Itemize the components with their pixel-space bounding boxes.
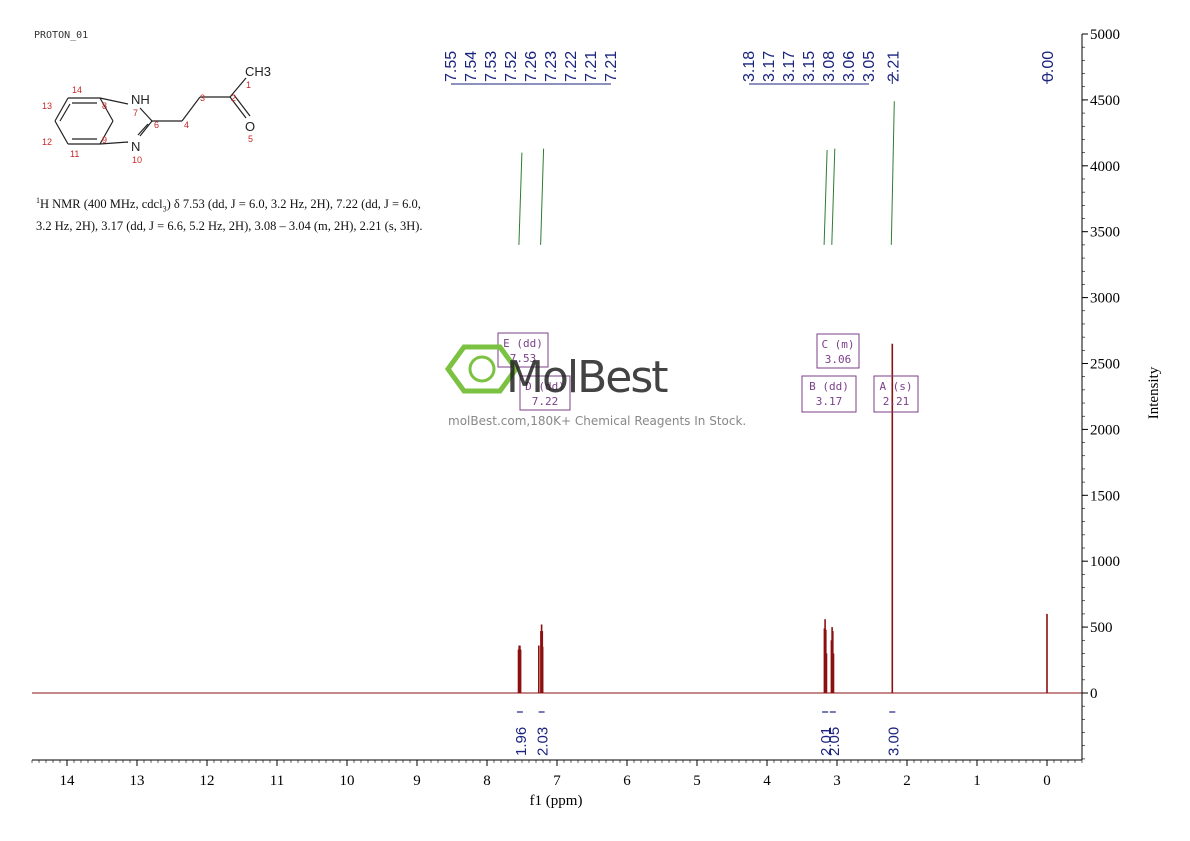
peak-label: 7.54 (463, 51, 480, 82)
atom-num-1: 1 (246, 80, 251, 90)
multiplet-box-C (816, 333, 860, 369)
peak-label: 0.00 (1040, 51, 1057, 82)
atom-num-8: 8 (102, 101, 107, 111)
x-tick-label-14: 14 (60, 773, 76, 789)
peak-label: 7.52 (503, 51, 520, 82)
atom-num-14: 14 (72, 85, 82, 95)
x-axis-label: f1 (ppm) (530, 793, 583, 809)
x-tick-label-13: 13 (130, 773, 145, 789)
peak-label: 3.06 (841, 51, 858, 82)
watermark-logo (444, 344, 520, 394)
multiplet-shift-D: 7.22 (532, 395, 559, 408)
atom-num-2: 2 (231, 93, 236, 103)
atom-num-6: 6 (154, 120, 159, 130)
watermark-hexagon (444, 344, 520, 394)
x-tick-label-2: 2 (903, 773, 911, 789)
multiplet-shift-B: 3.17 (816, 395, 843, 408)
peak-label: 7.21 (583, 51, 600, 82)
x-tick-label-5: 5 (693, 773, 701, 789)
y-tick-label-2500: 2500 (1090, 357, 1120, 373)
integral-value-1: 2.03 (535, 727, 552, 756)
peak-label: 7.22 (563, 51, 580, 82)
experiment-label: PROTON_01 (34, 30, 89, 41)
peak-label: 7.23 (543, 51, 560, 82)
multiplet-box-B (801, 375, 857, 413)
x-tick-label-12: 12 (200, 773, 215, 789)
atom-num-12: 12 (42, 137, 52, 147)
multiplet-title-B: B (dd) (809, 380, 849, 393)
nmr-description: 1H NMR (400 MHz, cdcl3) δ 7.53 (dd, J = … (36, 196, 423, 233)
multiplet-box-A (873, 375, 919, 413)
atom-n: N (131, 139, 140, 154)
integral-value-4: 3.00 (885, 727, 902, 756)
integral-value-0: 1.96 (513, 727, 530, 756)
atom-num-3: 3 (200, 93, 205, 103)
atom-num-11: 11 (70, 149, 79, 159)
x-tick-label-0: 0 (1043, 773, 1051, 789)
multiplet-shift-C: 3.06 (825, 353, 852, 366)
molecule-structure: NH N O CH3 1 2 3 4 5 6 7 8 9 10 11 12 13… (42, 64, 271, 165)
y-tick-label-1000: 1000 (1090, 554, 1120, 570)
x-tick-label-11: 11 (270, 773, 284, 789)
peak-label: 7.21 (603, 51, 620, 82)
x-tick-label-4: 4 (763, 773, 771, 789)
multiplet-box-D (519, 375, 571, 411)
atom-num-7: 7 (133, 108, 138, 118)
watermark-ring (468, 355, 496, 383)
peak-label: 3.18 (741, 51, 758, 82)
y-tick-label-4000: 4000 (1090, 159, 1120, 175)
peak-label: 3.17 (761, 51, 778, 82)
y-axis-label: Intensity (1146, 366, 1162, 419)
x-tick-label-8: 8 (483, 773, 491, 789)
x-tick-label-1: 1 (973, 773, 981, 789)
x-tick-label-6: 6 (623, 773, 631, 789)
x-tick-label-3: 3 (833, 773, 841, 789)
peak-label: 3.08 (821, 51, 838, 82)
multiplet-shift-A: 2.21 (883, 395, 910, 408)
y-tick-label-500: 500 (1090, 620, 1113, 636)
atom-num-5: 5 (248, 134, 253, 144)
peak-label: 3.15 (801, 51, 818, 82)
x-tick-label-10: 10 (340, 773, 355, 789)
peak-label: 7.55 (443, 51, 460, 82)
peak-label: 2.21 (885, 51, 902, 82)
atom-ch3: CH3 (245, 64, 271, 79)
atom-num-9: 9 (102, 135, 107, 145)
y-tick-label-0: 0 (1090, 686, 1098, 702)
multiplet-box-E (497, 332, 549, 368)
integral-trace-4 (890, 101, 895, 245)
peak-label: 7.53 (483, 51, 500, 82)
peak-label: 7.26 (523, 51, 540, 82)
atom-o: O (245, 119, 255, 134)
integral-trace-1 (540, 148, 545, 245)
peak-label: 3.05 (861, 51, 878, 82)
multiplet-title-A: A (s) (879, 380, 912, 393)
x-tick-label-7: 7 (553, 773, 561, 789)
atom-num-10: 10 (132, 155, 142, 165)
y-tick-label-4500: 4500 (1090, 93, 1120, 109)
multiplet-title-D: D (dd) (525, 380, 565, 393)
atom-num-4: 4 (184, 120, 189, 130)
multiplet-title-C: C (m) (821, 338, 854, 351)
atom-nh: NH (131, 92, 150, 107)
integral-value-2: 2.01 (818, 727, 835, 756)
y-tick-label-2000: 2000 (1090, 422, 1120, 438)
atom-num-13: 13 (42, 101, 52, 111)
multiplet-title-E: E (dd) (503, 337, 543, 350)
y-tick-label-3000: 3000 (1090, 291, 1120, 307)
x-tick-label-9: 9 (413, 773, 421, 789)
multiplet-shift-E: 7.53 (510, 352, 537, 365)
integral-trace-0 (518, 152, 523, 245)
integral-trace-2 (823, 149, 828, 245)
watermark-brand: MolBest (506, 352, 668, 403)
y-tick-label-1500: 1500 (1090, 488, 1120, 504)
watermark-tagline: molBest.com,180K+ Chemical Reagents In S… (448, 414, 747, 428)
y-tick-label-3500: 3500 (1090, 225, 1120, 241)
peak-label: 3.17 (781, 51, 798, 82)
integral-value-3: 2.05 (826, 727, 843, 756)
y-tick-label-5000: 5000 (1090, 27, 1120, 43)
integral-trace-3 (831, 148, 836, 245)
